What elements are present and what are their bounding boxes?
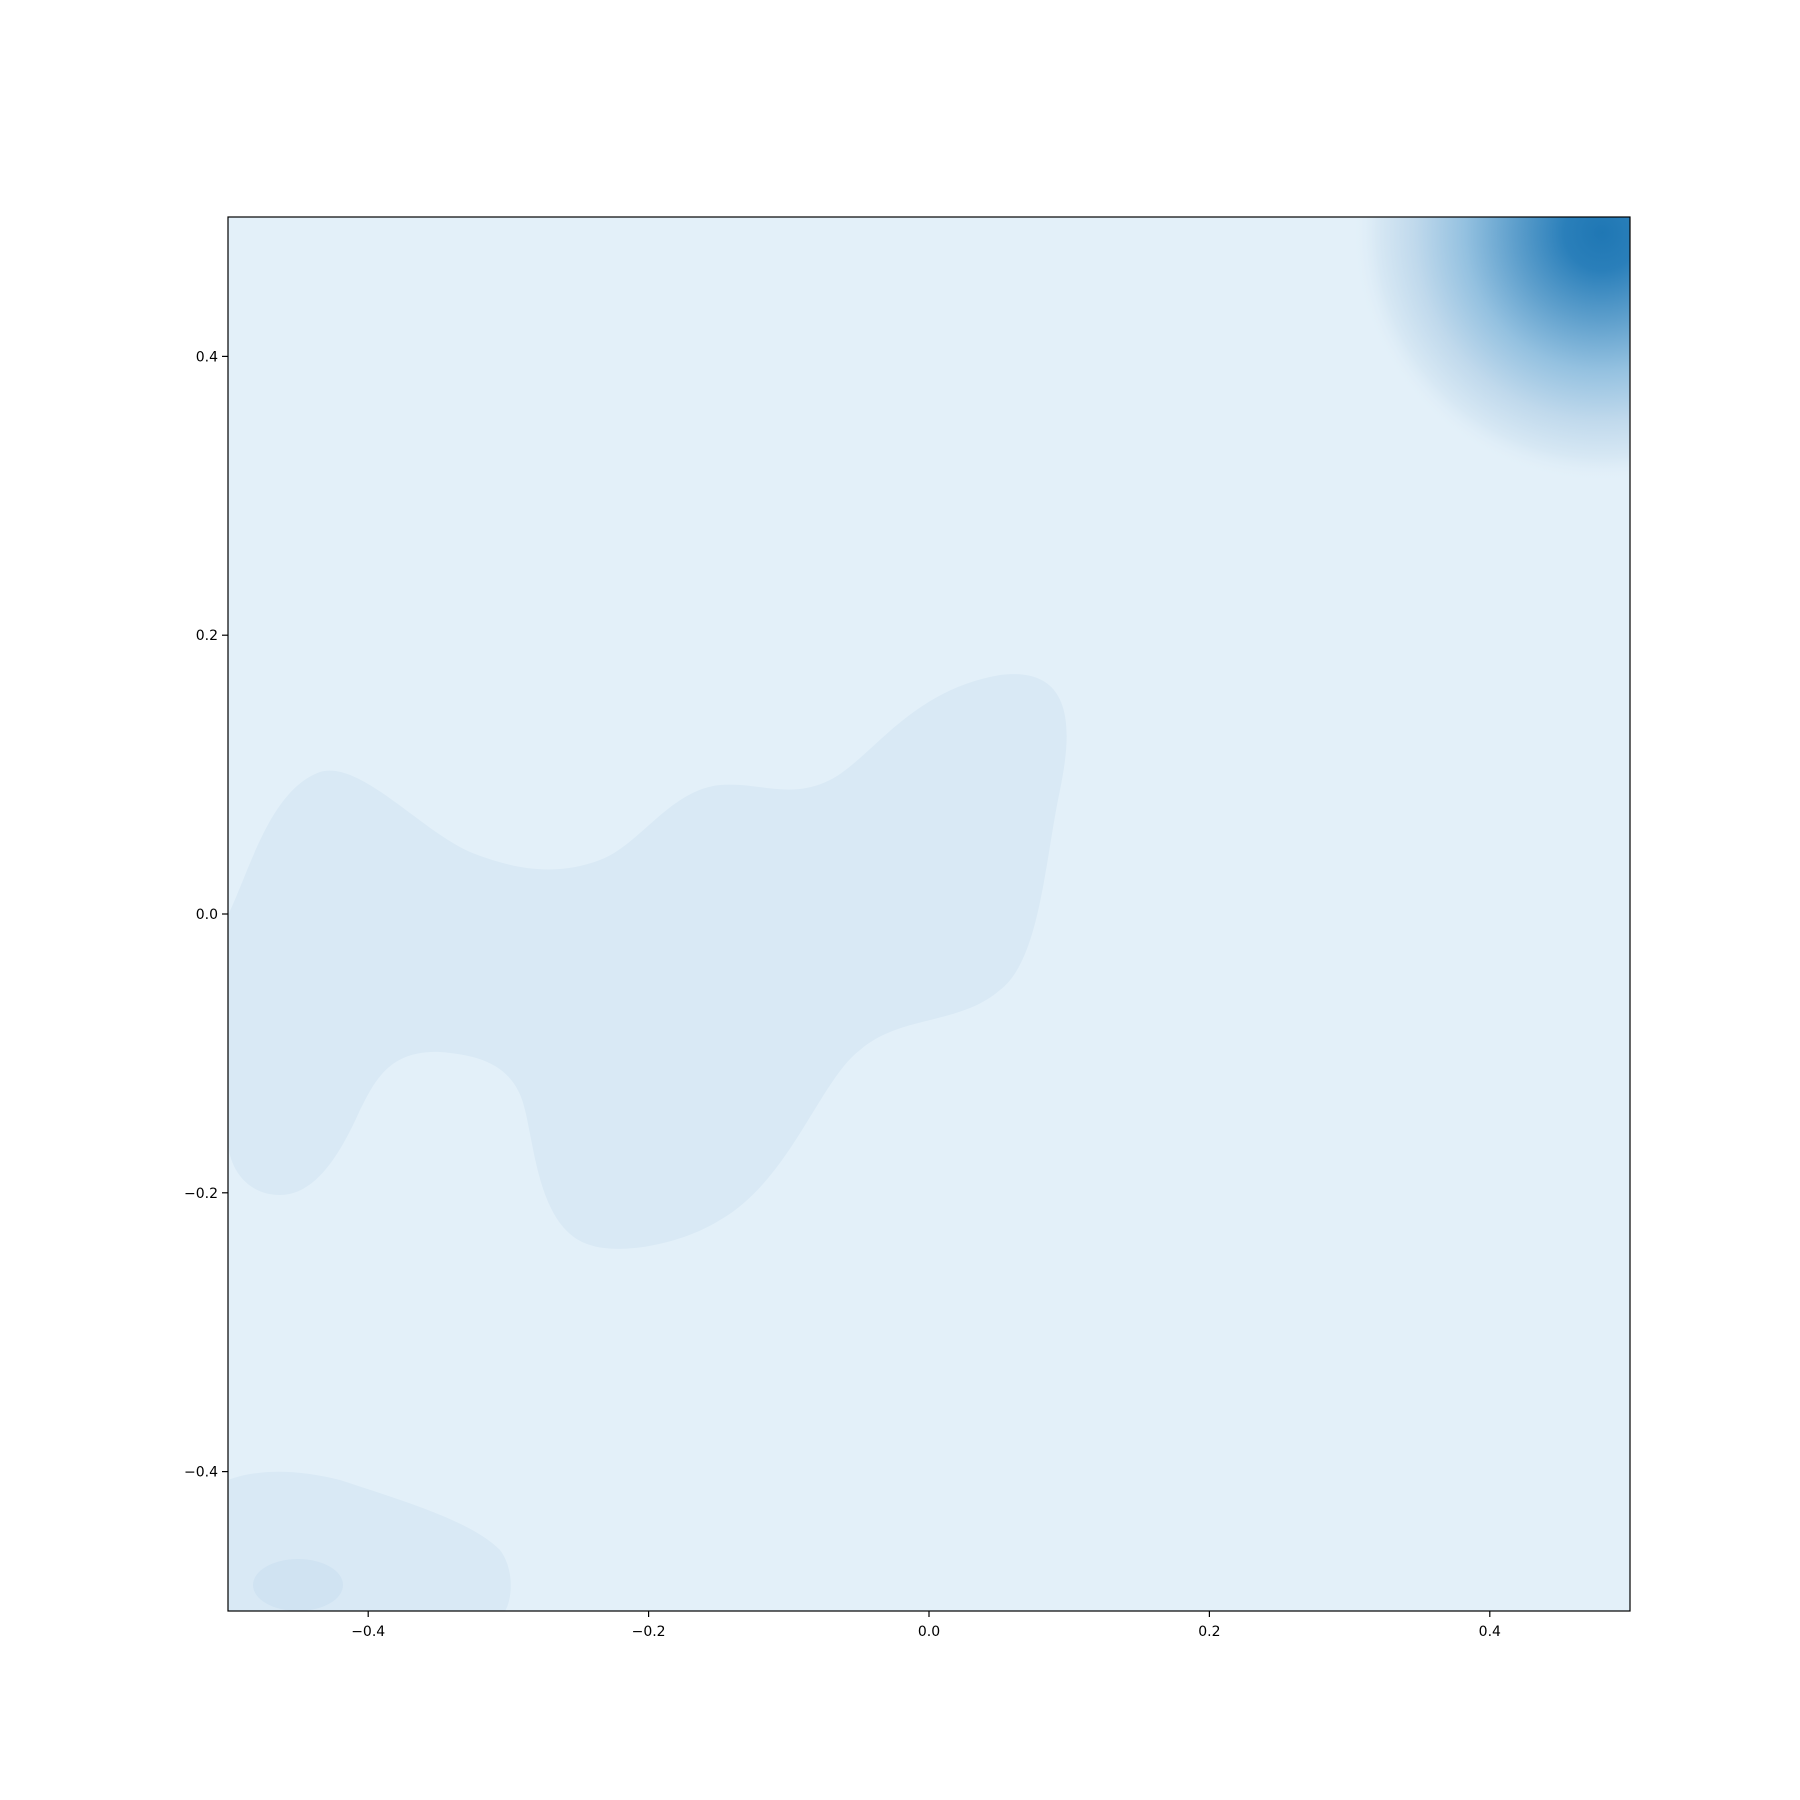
density-central-band — [228, 674, 1067, 1249]
density-upper-right-peak — [1352, 217, 1630, 483]
plot-area — [228, 217, 1630, 1611]
x-tick-label: −0.2 — [632, 1624, 666, 1640]
x-tick-label: 0.4 — [1479, 1624, 1501, 1640]
y-tick-label: −0.2 — [184, 1186, 218, 1202]
y-tick-label: −0.4 — [184, 1465, 218, 1481]
x-tick-label: 0.0 — [918, 1624, 940, 1640]
x-tick-label: 0.2 — [1198, 1624, 1220, 1640]
y-tick-label: 0.4 — [196, 349, 218, 365]
x-axis: −0.4 −0.2 0.0 0.2 0.4 — [351, 1611, 1501, 1640]
x-tick-label: −0.4 — [351, 1624, 385, 1640]
y-tick-label: 0.2 — [196, 628, 218, 644]
y-tick-label: 0.0 — [196, 907, 218, 923]
density-lower-left-inner — [253, 1559, 343, 1611]
y-axis: −0.4 −0.2 0.0 0.2 0.4 — [184, 349, 228, 1481]
